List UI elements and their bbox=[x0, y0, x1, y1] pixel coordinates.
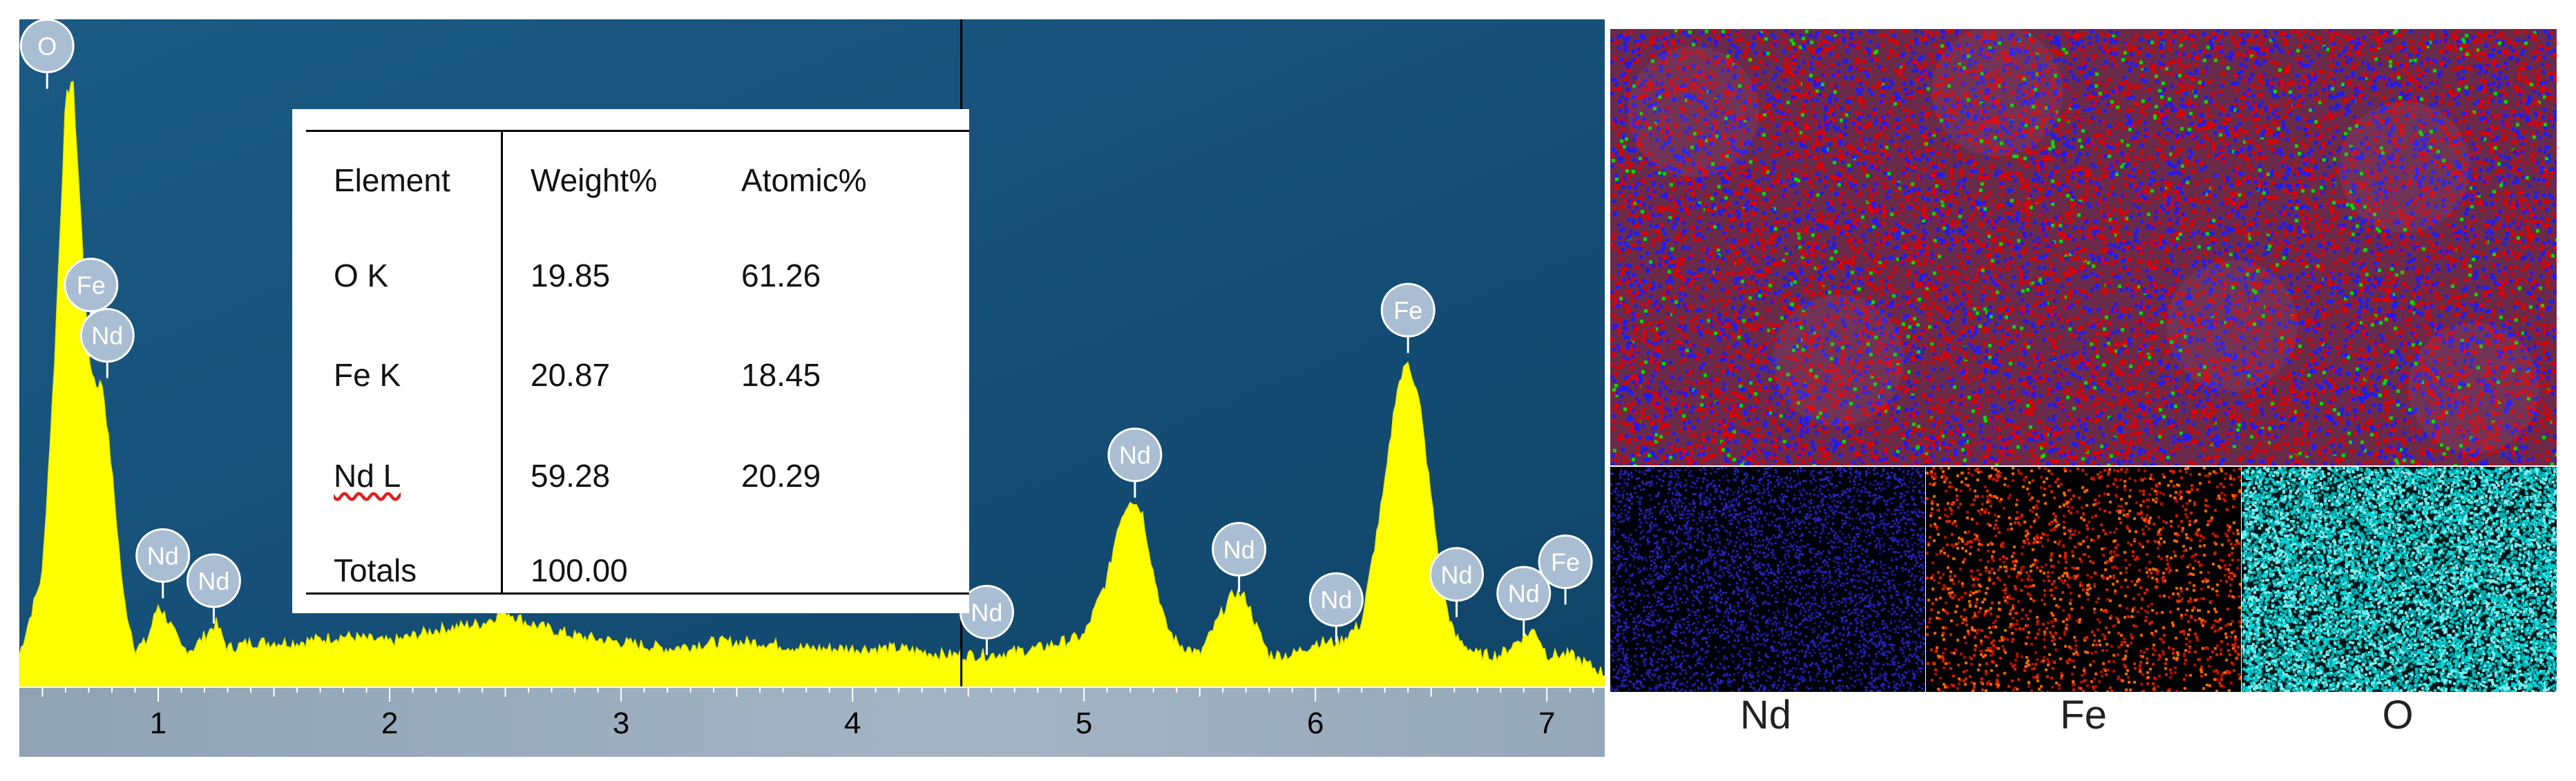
x-tick-label: 4 bbox=[844, 706, 861, 740]
peak-marker: Fe bbox=[1538, 534, 1593, 605]
peak-label: Nd bbox=[971, 598, 1002, 626]
peak-marker-badge bbox=[1496, 566, 1552, 621]
elemental-maps-panel: Nd Fe O bbox=[1610, 29, 2557, 761]
peak-label: Nd bbox=[1223, 535, 1255, 563]
peak-marker-badge bbox=[64, 258, 119, 313]
x-tick-label: 7 bbox=[1538, 706, 1555, 740]
peak-marker-badge bbox=[79, 308, 135, 363]
x-tick-label: 2 bbox=[381, 706, 398, 740]
peak-marker: Nd bbox=[1308, 572, 1364, 643]
row-atomic: 18.45 bbox=[741, 357, 821, 393]
row-element: Fe K bbox=[334, 357, 401, 393]
x-tick-label: 1 bbox=[150, 706, 166, 740]
peak-marker: Nd bbox=[959, 584, 1014, 655]
peak-marker: Nd bbox=[1496, 566, 1552, 637]
overlay-map bbox=[1610, 29, 2557, 465]
peak-marker-badge bbox=[1380, 282, 1435, 338]
peak-marker: Fe bbox=[1380, 282, 1435, 354]
peak-marker-badge bbox=[135, 528, 191, 583]
peak-marker-badge bbox=[1538, 534, 1593, 590]
row-element: Nd L bbox=[334, 458, 401, 494]
peak-label: O bbox=[37, 32, 57, 61]
nd-map bbox=[1610, 467, 1925, 692]
peak-label: Nd bbox=[147, 541, 179, 570]
peak-marker: Nd bbox=[1429, 547, 1485, 617]
o-map-label: O bbox=[2382, 693, 2414, 737]
peak-marker: Fe bbox=[64, 258, 119, 328]
peak-label: Nd bbox=[91, 322, 123, 350]
peak-label: Nd bbox=[1508, 579, 1540, 608]
table-top-rule bbox=[306, 130, 969, 132]
x-tick-label: 3 bbox=[613, 706, 629, 740]
peak-marker: Nd bbox=[1212, 521, 1267, 592]
peak-marker-badge bbox=[186, 553, 241, 608]
peak-marker-badge bbox=[1212, 521, 1267, 577]
eds-spectrum-panel: 1 2 3 4 5 6 7 O Fe Nd Nd Nd Nd Nd Nd Nd Fe Nd Nd Fe Elemen… bbox=[19, 19, 1605, 757]
o-map bbox=[2242, 467, 2557, 692]
x-tick-label: 6 bbox=[1307, 706, 1324, 740]
quantification-table: Element Weight% Atomic% O K 19.85 61.26 … bbox=[292, 109, 969, 613]
peak-marker-badge bbox=[19, 19, 75, 74]
row-atomic: 61.26 bbox=[741, 258, 821, 293]
header-element: Element bbox=[334, 162, 450, 198]
peak-marker: O bbox=[19, 19, 75, 89]
row-weight: 19.85 bbox=[531, 258, 611, 293]
row-weight: 59.28 bbox=[531, 458, 611, 494]
table-bottom-rule bbox=[306, 592, 969, 595]
row-element: Totals bbox=[334, 552, 417, 588]
spectrum-area bbox=[19, 81, 1605, 687]
row-atomic: 20.29 bbox=[741, 458, 821, 494]
fe-map bbox=[1926, 467, 2241, 692]
peak-marker-badge bbox=[1107, 427, 1163, 483]
fe-map-label: Fe bbox=[2060, 693, 2107, 737]
row-weight: 100.00 bbox=[531, 552, 628, 588]
row-weight: 20.87 bbox=[531, 357, 611, 393]
peak-label: Fe bbox=[1551, 548, 1580, 577]
peak-label: Fe bbox=[1393, 296, 1422, 325]
axis-strip bbox=[19, 686, 1605, 757]
peak-marker: Nd bbox=[79, 308, 135, 378]
peak-label: Nd bbox=[1441, 561, 1473, 589]
peak-marker: Nd bbox=[135, 528, 191, 599]
peak-label: Nd bbox=[1320, 586, 1352, 614]
row-element: O K bbox=[334, 258, 389, 293]
peak-label: Fe bbox=[77, 271, 106, 300]
peak-marker: Nd bbox=[1107, 427, 1163, 498]
header-atomic: Atomic% bbox=[741, 162, 867, 198]
x-tick-label: 5 bbox=[1076, 706, 1092, 740]
peak-label: Nd bbox=[1119, 441, 1151, 470]
peak-label: Nd bbox=[198, 567, 229, 595]
peak-marker-badge bbox=[1308, 572, 1364, 627]
table-column-rule bbox=[501, 130, 503, 594]
peak-marker: Nd bbox=[186, 553, 241, 624]
peak-marker-badge bbox=[1429, 547, 1485, 602]
nd-map-label: Nd bbox=[1739, 693, 1792, 737]
header-weight: Weight% bbox=[531, 162, 658, 198]
